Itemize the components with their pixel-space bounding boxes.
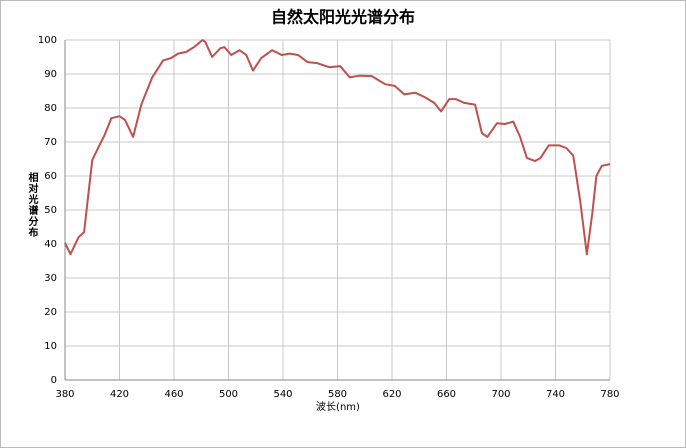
x-axis-label: 波长(nm) xyxy=(316,400,360,413)
x-tick-label: 780 xyxy=(600,389,619,400)
y-tick-label: 0 xyxy=(51,375,57,386)
x-tick-label: 700 xyxy=(491,389,510,400)
y-tick-label: 50 xyxy=(44,205,57,216)
x-tick-label: 500 xyxy=(219,389,238,400)
x-tick-label: 660 xyxy=(437,389,456,400)
x-tick-label: 740 xyxy=(546,389,565,400)
y-tick-label: 20 xyxy=(44,307,57,318)
y-tick-label: 80 xyxy=(44,103,57,114)
y-tick-label: 90 xyxy=(44,69,57,80)
y-tick-label: 40 xyxy=(44,239,57,250)
x-tick-label: 580 xyxy=(328,389,347,400)
x-tick-label: 380 xyxy=(55,389,74,400)
chart-title: 自然太阳光光谱分布 xyxy=(271,8,415,27)
data-line xyxy=(64,39,611,256)
y-tick-label: 100 xyxy=(38,35,57,46)
y-tick-label: 60 xyxy=(44,171,57,182)
x-tick-label: 420 xyxy=(110,389,129,400)
y-tick-label: 30 xyxy=(44,273,57,284)
x-tick-label: 620 xyxy=(382,389,401,400)
y-tick-label: 10 xyxy=(44,341,57,352)
x-tick-label: 460 xyxy=(164,389,183,400)
y-tick-label: 70 xyxy=(44,137,57,148)
y-axis-label: 相对光谱分布 xyxy=(26,171,39,238)
x-tick-label: 540 xyxy=(273,389,292,400)
